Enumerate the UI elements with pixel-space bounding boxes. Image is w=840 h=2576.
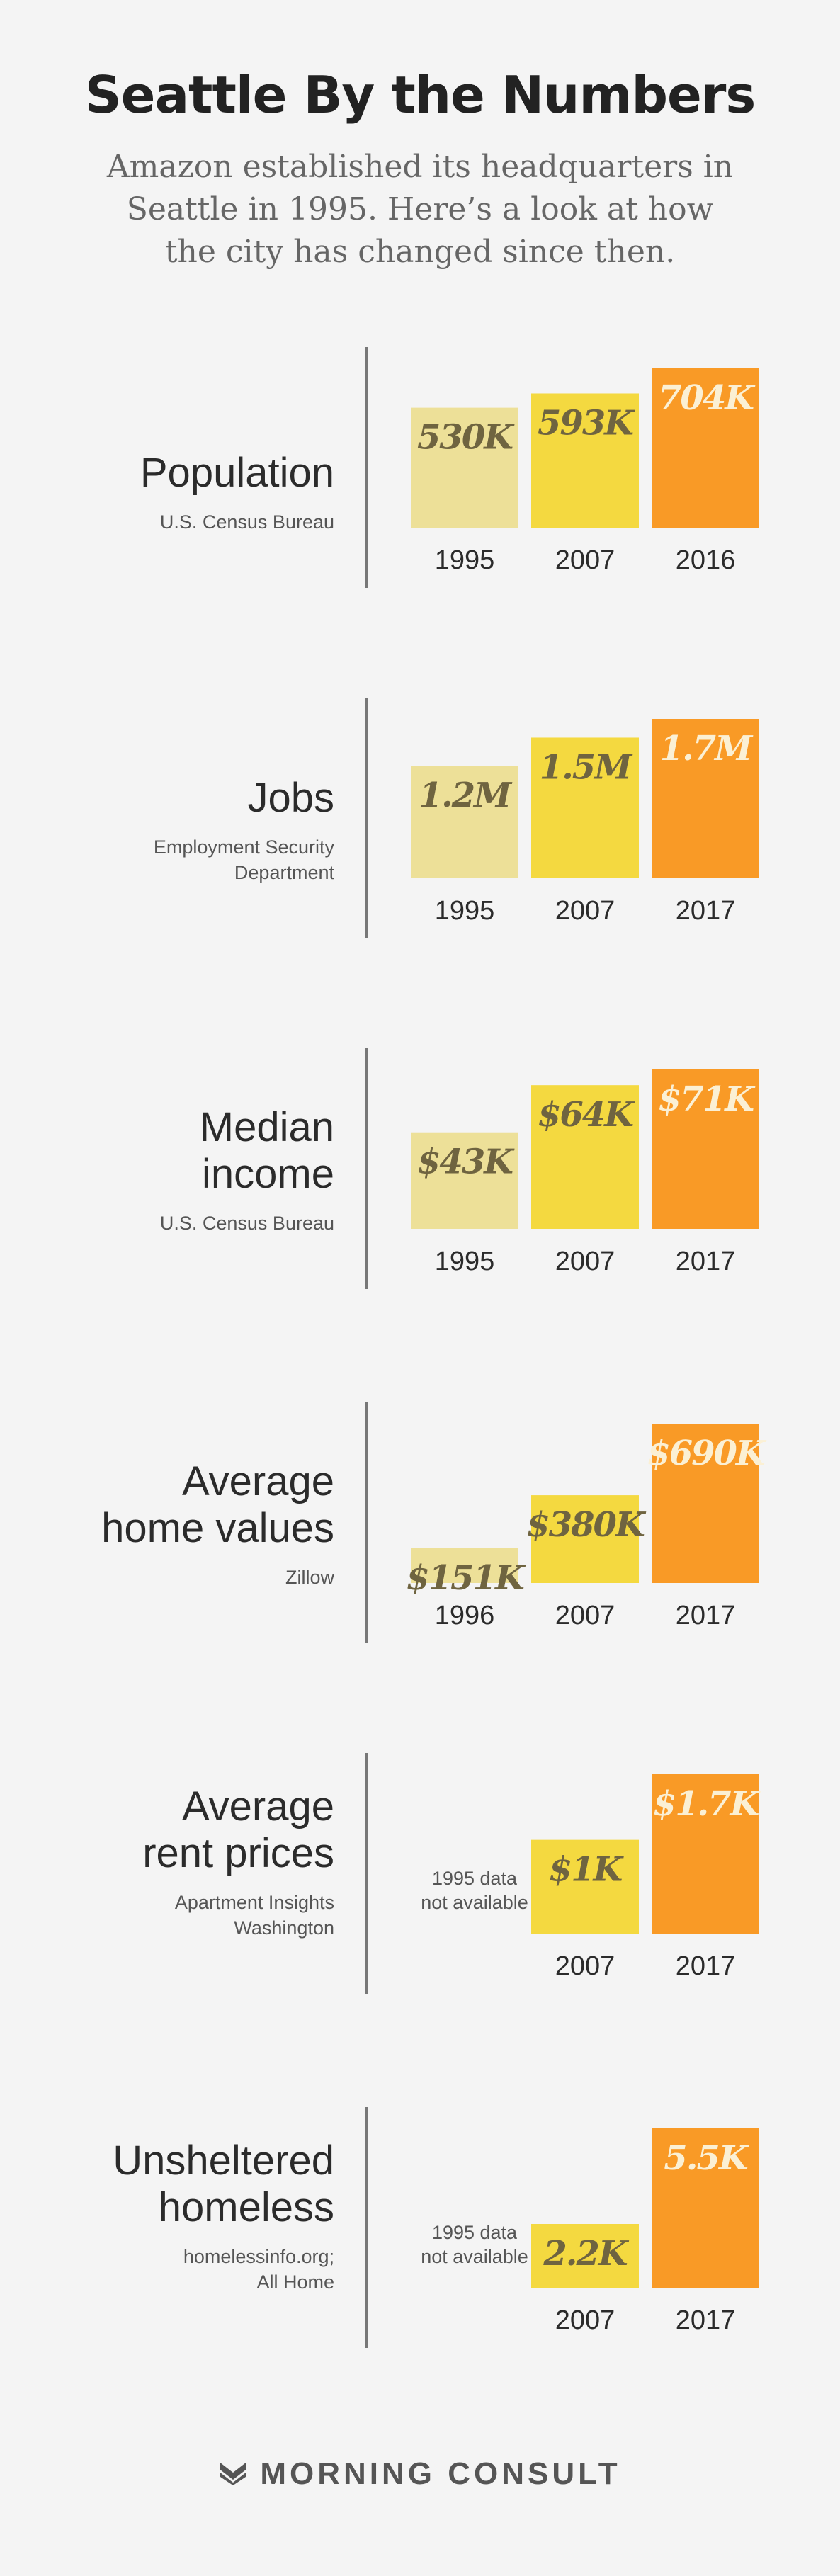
divider <box>365 2107 368 2348</box>
bar-value-label: $690K <box>647 1434 767 1473</box>
bar-value-label: $1.7K <box>653 1784 761 1824</box>
bar <box>531 2224 639 2288</box>
bar-value-label: 2.2K <box>543 2234 630 2274</box>
bar <box>411 1548 518 1583</box>
bar <box>652 1774 759 1934</box>
divider <box>365 698 368 938</box>
metric-source: U.S. Census Bureau <box>159 1213 334 1234</box>
bar <box>531 1495 639 1583</box>
bar-value-label: 704K <box>658 378 756 418</box>
metric-label: Population <box>140 450 334 496</box>
metric-source: Apartment Insights Washington <box>174 1892 334 1939</box>
category-tick-label: 2017 <box>676 1247 736 1276</box>
divider <box>365 1753 368 1994</box>
bar-value-label: 5.5K <box>664 2138 750 2178</box>
bar-chart: 530K 1995 593K 2007 704K 2016 <box>411 347 772 584</box>
chart-panel: Unsheltered homeless homelessinfo.org; All … <box>0 2107 840 2348</box>
bar <box>652 1069 759 1229</box>
chart-panel: Jobs Employment Security Department 1.2M 199… <box>0 698 840 938</box>
divider <box>365 1402 368 1643</box>
bar-chart-svg: 1.2M 1995 1.5M 2007 1.7M 2017 <box>411 719 759 926</box>
bar-chart-svg: 530K 1995 593K 2007 704K 2016 <box>411 368 759 575</box>
metric-source: homelessinfo.org; All Home <box>183 2246 334 2293</box>
bar <box>531 737 639 878</box>
chart-panel: Population U.S. Census Bureau 530K 1995 593K… <box>0 347 840 588</box>
category-tick-label: 2007 <box>555 896 615 926</box>
bar-value-label: $64K <box>538 1095 635 1135</box>
page-subtitle: Amazon established its headquarters in S… <box>106 149 734 270</box>
bar <box>652 719 759 878</box>
missing-data-note: 1995 data not available <box>421 2222 528 2267</box>
bar-value-label: $151K <box>406 1558 526 1598</box>
bar-chart: $1K 2007 $1.7K 2017 <box>411 1753 772 1990</box>
category-tick-label: 2017 <box>676 1601 736 1630</box>
bar-value-label: $71K <box>658 1079 756 1119</box>
bar-chart-svg: $151K 1996 $380K 2007 $690K 2017 <box>406 1424 768 1630</box>
bar-chart-svg: $1K 2007 $1.7K 2017 <box>531 1774 763 1981</box>
category-tick-label: 1995 <box>435 896 495 926</box>
chart-panel: Average rent prices Apartment Insights Wash… <box>0 1753 840 1994</box>
category-tick-label: 2007 <box>555 1601 615 1630</box>
bar <box>652 1424 759 1583</box>
bar-chart: $151K 1996 $380K 2007 $690K 2017 <box>406 1402 772 1640</box>
category-tick-label: 2017 <box>676 2305 736 2335</box>
bar-chart: 2.2K 2007 5.5K 2017 <box>411 2107 772 2344</box>
category-tick-label: 1996 <box>435 1601 495 1630</box>
category-tick-label: 2017 <box>676 896 736 926</box>
metric-label: Average rent prices <box>142 1783 334 1876</box>
bar <box>531 393 639 528</box>
chart-panel: Average home values Zillow $151K 1996 $380K 20… <box>0 1402 840 1643</box>
bar-value-label: 1.2M <box>419 776 513 815</box>
category-tick-label: 2007 <box>555 1951 615 1981</box>
footer: MORNING CONSULT <box>0 2456 840 2493</box>
metric-source: U.S. Census Bureau <box>159 511 334 533</box>
bar <box>411 766 518 878</box>
morning-consult-logo-icon <box>219 2458 247 2493</box>
metric-label: Median income <box>199 1104 334 1197</box>
bar-value-label: 593K <box>538 403 635 443</box>
missing-data-note: 1995 data not available <box>421 1868 528 1913</box>
bar-value-label: 1.7M <box>660 729 754 768</box>
bar-value-label: $43K <box>417 1142 515 1182</box>
bar-chart: $43K 1995 $64K 2007 $71K 2017 <box>411 1048 772 1286</box>
chart-panel: Median income U.S. Census Bureau $43K 1995 $6… <box>0 1048 840 1289</box>
metric-label: Average home values <box>101 1458 334 1551</box>
metric-label: Unsheltered homeless <box>113 2138 334 2230</box>
bar <box>411 1132 518 1229</box>
metric-label: Jobs <box>247 775 334 821</box>
bar-chart-svg: 2.2K 2007 5.5K 2017 <box>531 2128 759 2335</box>
bar-chart-svg: $43K 1995 $64K 2007 $71K 2017 <box>411 1069 759 1276</box>
category-tick-label: 2016 <box>676 545 736 575</box>
page-title: Seattle By the Numbers <box>84 65 756 125</box>
bar-value-label: $380K <box>526 1505 647 1545</box>
bar-value-label: 530K <box>417 418 515 458</box>
category-tick-label: 2007 <box>555 2305 615 2335</box>
bar-value-label: 1.5M <box>540 747 634 787</box>
divider <box>365 1048 368 1289</box>
footer-brand: MORNING CONSULT <box>260 2456 621 2491</box>
bar <box>531 1085 639 1229</box>
metric-source: Employment Security Department <box>153 836 334 883</box>
bar <box>411 407 518 528</box>
category-tick-label: 1995 <box>435 1247 495 1276</box>
category-tick-label: 2007 <box>555 1247 615 1276</box>
bar <box>652 368 759 528</box>
bar <box>531 1839 639 1934</box>
category-tick-label: 2017 <box>676 1951 736 1981</box>
divider <box>365 347 368 588</box>
metric-source: Zillow <box>285 1567 334 1588</box>
category-tick-label: 1995 <box>435 545 495 575</box>
bar-chart: 1.2M 1995 1.5M 2007 1.7M 2017 <box>411 698 772 935</box>
bar-value-label: $1K <box>549 1850 625 1890</box>
bar <box>652 2128 759 2288</box>
category-tick-label: 2007 <box>555 545 615 575</box>
